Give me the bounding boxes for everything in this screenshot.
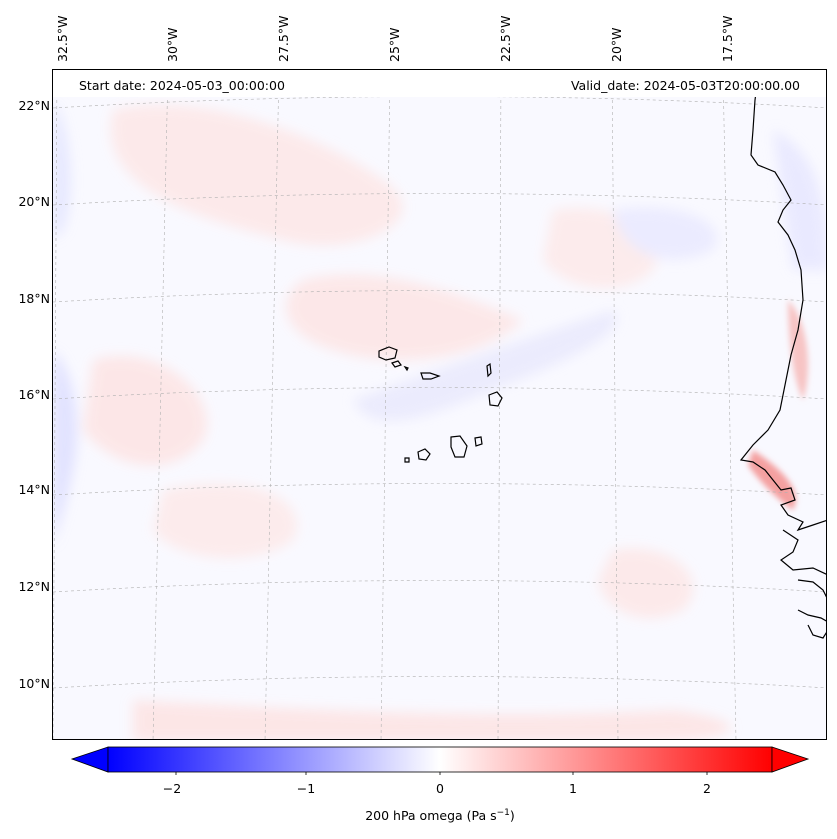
- colorbar-title-end: ): [509, 808, 515, 824]
- island-fogo: [417, 448, 431, 461]
- coastal-omega-shading: [748, 300, 808, 510]
- island-santo-antao: [378, 346, 398, 361]
- colorbar: [70, 745, 810, 776]
- info-band: [53, 70, 826, 97]
- lon-label-32-5w: 32.5°W: [55, 15, 70, 62]
- island-santa-luzia: [403, 365, 409, 372]
- colorbar-tick-neg2: −2: [162, 781, 182, 796]
- colorbar-tick-2: 2: [703, 781, 711, 796]
- island-santiago: [450, 435, 468, 458]
- lon-label-22-5w: 22.5°W: [498, 15, 513, 62]
- omega-field-map: [53, 70, 826, 739]
- lat-label-20n: 20°N: [18, 194, 50, 209]
- omega-shading: [53, 100, 826, 739]
- colorbar-gradient: [70, 746, 810, 776]
- lat-label-22n: 22°N: [18, 98, 50, 113]
- island-brava: [404, 457, 410, 463]
- lon-label-20w: 20°W: [609, 27, 624, 62]
- island-maio: [474, 436, 483, 447]
- colorbar-tick-0: 0: [436, 781, 444, 796]
- colorbar-body: [107, 746, 773, 773]
- colorbar-title-exponent: −1: [496, 808, 510, 818]
- island-sal: [486, 362, 492, 378]
- lat-label-16n: 16°N: [18, 387, 50, 402]
- graticule: [53, 70, 826, 739]
- west-africa-coastline: [739, 70, 826, 639]
- colorbar-extend-high: [771, 746, 810, 773]
- lon-label-25w: 25°W: [387, 27, 402, 62]
- lon-label-17-5w: 17.5°W: [720, 15, 735, 62]
- lat-label-10n: 10°N: [18, 676, 50, 691]
- lon-label-30w: 30°W: [165, 27, 180, 62]
- colorbar-tick-neg1: −1: [296, 781, 316, 796]
- colorbar-title-main: 200 hPa omega (Pa s: [365, 808, 497, 824]
- island-sao-vicente: [391, 360, 402, 368]
- lat-label-14n: 14°N: [18, 482, 50, 497]
- cape-verde-islands: [378, 346, 503, 463]
- lat-label-12n: 12°N: [18, 579, 50, 594]
- colorbar-title: 200 hPa omega (Pa s−1): [0, 808, 837, 823]
- colorbar-tick-1: 1: [569, 781, 577, 796]
- colorbar-extend-low: [70, 746, 109, 773]
- island-boa-vista: [488, 391, 503, 407]
- start-date-label: Start date: 2024-05-03_00:00:00: [79, 78, 285, 93]
- lat-label-18n: 18°N: [18, 291, 50, 306]
- island-sao-nicolau: [420, 372, 441, 380]
- lon-label-27-5w: 27.5°W: [276, 15, 291, 62]
- valid-date-label: Valid_date: 2024-05-03T20:00:00.00: [570, 78, 800, 93]
- map-panel: Start date: 2024-05-03_00:00:00 Valid_da…: [52, 69, 827, 740]
